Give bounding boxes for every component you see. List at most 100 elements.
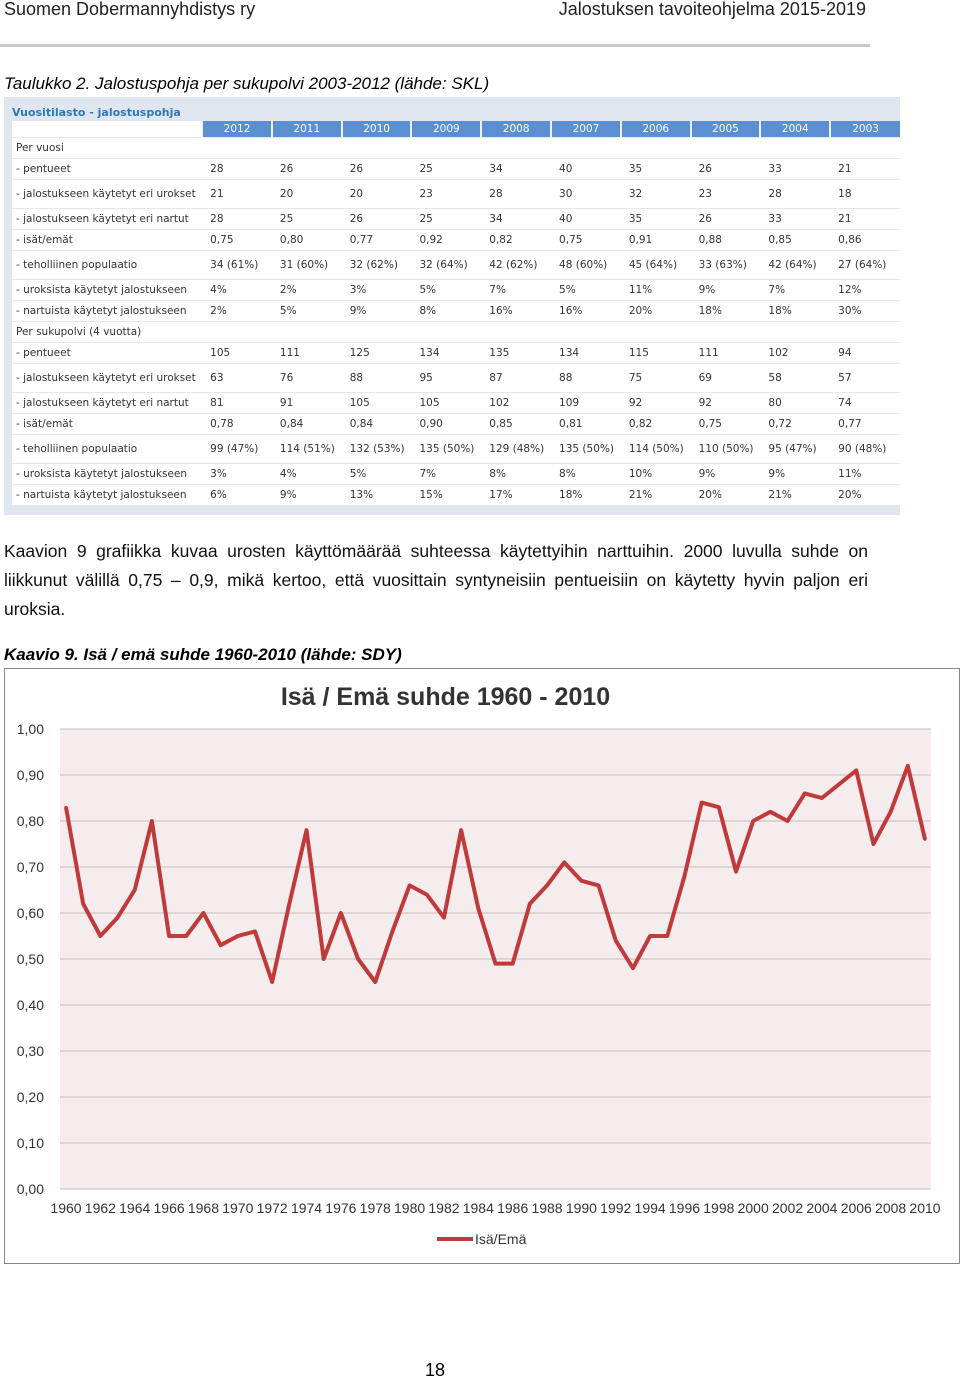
legend-label: Isä/Emä bbox=[475, 1231, 527, 1247]
table-cell: 80 bbox=[760, 392, 831, 414]
table-cell: 88 bbox=[341, 363, 412, 393]
table-cell: 4% bbox=[202, 279, 272, 301]
table-cell bbox=[620, 137, 691, 159]
data-point bbox=[837, 782, 841, 786]
table-cell: 10% bbox=[620, 463, 691, 485]
table-cell: 45 (64%) bbox=[620, 250, 691, 280]
x-tick-label: 2002 bbox=[772, 1200, 803, 1216]
row-label: - isät/emät bbox=[12, 229, 203, 251]
table-row: - uroksista käytetyt jalostukseen 3% 4% 5% 7… bbox=[12, 463, 900, 485]
table-cell bbox=[830, 321, 900, 343]
row-label: - pentueet bbox=[12, 158, 203, 180]
table-cell: 0,88 bbox=[690, 229, 761, 251]
data-point bbox=[665, 934, 669, 938]
x-tick-label: 1980 bbox=[394, 1200, 425, 1216]
table-cell bbox=[341, 321, 412, 343]
y-tick-label: 0,10 bbox=[17, 1135, 44, 1151]
table-row: - pentueet 28 26 26 25 34 40 35 26 33 21 bbox=[12, 158, 900, 180]
table-cell: 105 bbox=[341, 392, 412, 414]
data-point bbox=[803, 791, 807, 795]
table-cell bbox=[341, 137, 412, 159]
table-caption: Taulukko 2. Jalostuspohja per sukupolvi … bbox=[4, 74, 490, 93]
table-cell bbox=[481, 137, 552, 159]
table-cell: 69 bbox=[690, 363, 761, 393]
table-cell: 95 (47%) bbox=[760, 434, 831, 464]
year-header-2009: 2009 bbox=[410, 121, 482, 138]
table-cell: 25 bbox=[271, 208, 342, 230]
table-cell: 20 bbox=[341, 179, 412, 209]
table-cell bbox=[271, 321, 342, 343]
x-tick-label: 2000 bbox=[738, 1200, 769, 1216]
table-cell: 0,85 bbox=[481, 413, 552, 435]
table-cell: 28 bbox=[202, 208, 272, 230]
table-cell: 102 bbox=[481, 392, 552, 414]
table-cell: 132 (53%) bbox=[341, 434, 412, 464]
x-tick-label: 1978 bbox=[360, 1200, 391, 1216]
data-point bbox=[923, 837, 927, 841]
table-cell: 42 (62%) bbox=[481, 250, 552, 280]
table-cell bbox=[690, 321, 761, 343]
table-cell: 115 bbox=[620, 342, 691, 364]
table-cell bbox=[271, 137, 342, 159]
body-paragraph: Kaavion 9 grafiikka kuvaa urosten käyttö… bbox=[4, 541, 868, 619]
data-point bbox=[167, 934, 171, 938]
table-header-corner bbox=[12, 121, 203, 138]
table-cell: 23 bbox=[690, 179, 761, 209]
data-point bbox=[700, 801, 704, 805]
table-cell: 0,86 bbox=[830, 229, 900, 251]
x-tick-label: 1966 bbox=[154, 1200, 185, 1216]
data-point bbox=[150, 819, 154, 823]
x-tick-label: 1992 bbox=[600, 1200, 631, 1216]
data-point bbox=[597, 883, 601, 887]
data-point bbox=[81, 902, 85, 906]
table-cell: 25 bbox=[411, 158, 482, 180]
y-tick-label: 0,70 bbox=[17, 859, 44, 875]
data-point bbox=[562, 860, 566, 864]
table-row: - jalostukseen käytetyt eri urokset 21 20 2… bbox=[12, 179, 900, 209]
table-cell bbox=[551, 321, 621, 343]
x-tick-label: 2004 bbox=[806, 1200, 837, 1216]
row-label: - nartuista käytetyt jalostukseen bbox=[12, 300, 203, 322]
table-cell: 8% bbox=[411, 300, 482, 322]
data-point bbox=[734, 870, 738, 874]
table-row: - jalostukseen käytetyt eri nartut 28 25 26… bbox=[12, 208, 900, 230]
table-cell: 26 bbox=[690, 208, 761, 230]
table-header-row: 2012 2011 2010 2009 2008 2007 2006 2005 2004 2003 bbox=[12, 121, 900, 138]
table-cell: 114 (50%) bbox=[620, 434, 691, 464]
table-cell: 9% bbox=[271, 484, 342, 506]
x-tick-label: 1962 bbox=[85, 1200, 116, 1216]
x-tick-label: 1984 bbox=[463, 1200, 494, 1216]
table-cell: 111 bbox=[690, 342, 761, 364]
table-cell: 25 bbox=[411, 208, 482, 230]
table-cell bbox=[620, 321, 691, 343]
table-cell: 26 bbox=[271, 158, 342, 180]
table-cell: 20% bbox=[620, 300, 691, 322]
table-cell: 8% bbox=[481, 463, 552, 485]
table-cell: 3% bbox=[202, 463, 272, 485]
data-point bbox=[133, 888, 137, 892]
table-cell: 26 bbox=[341, 208, 412, 230]
table-cell: 18% bbox=[690, 300, 761, 322]
data-point bbox=[390, 929, 394, 933]
table-cell: 9% bbox=[760, 463, 831, 485]
table-cell: 13% bbox=[341, 484, 412, 506]
data-point bbox=[889, 810, 893, 814]
table-cell: 110 (50%) bbox=[690, 434, 761, 464]
data-point bbox=[442, 916, 446, 920]
year-header-2011: 2011 bbox=[270, 121, 342, 138]
table-cell: 75 bbox=[620, 363, 691, 393]
table-cell: 48 (60%) bbox=[551, 250, 621, 280]
x-tick-label: 1996 bbox=[669, 1200, 700, 1216]
table-section-row: Per vuosi bbox=[12, 137, 900, 159]
table-cell: 111 bbox=[271, 342, 342, 364]
table-cell: 87 bbox=[481, 363, 552, 393]
table-cell: 32 bbox=[620, 179, 691, 209]
x-tick-label: 1988 bbox=[531, 1200, 562, 1216]
row-label: Per vuosi bbox=[12, 137, 203, 159]
table-cell: 30% bbox=[830, 300, 900, 322]
table-cell: 21 bbox=[202, 179, 272, 209]
table-cell: 0,80 bbox=[271, 229, 342, 251]
table-cell: 0,92 bbox=[411, 229, 482, 251]
table-cell: 15% bbox=[411, 484, 482, 506]
table-cell: 16% bbox=[481, 300, 552, 322]
